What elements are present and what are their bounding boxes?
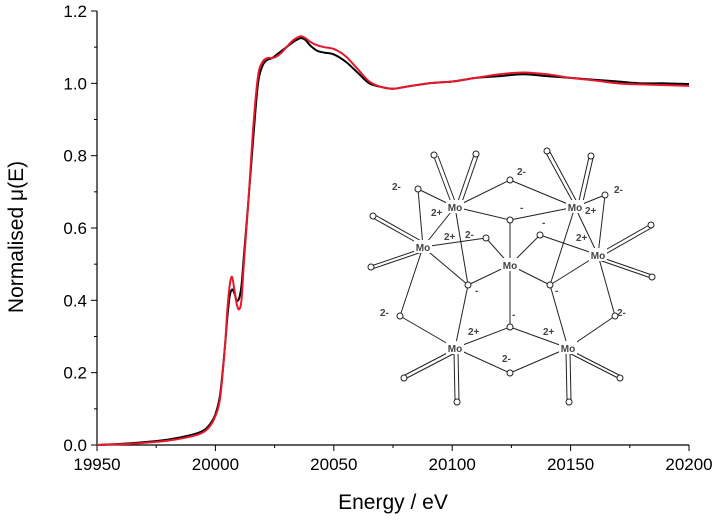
oxygen-atom: [506, 323, 514, 331]
charge-label: 2+: [468, 327, 480, 338]
mo-atom-label: Mo: [416, 243, 430, 254]
y-tick-label: 0.4: [63, 291, 87, 310]
charge-label: 2+: [431, 208, 443, 219]
oxygen-atom: [472, 150, 480, 158]
mo-atom-label: Mo: [503, 261, 517, 272]
x-tick-label: 20050: [310, 455, 357, 474]
charge-label: 2-: [614, 185, 623, 196]
series-line-1: [96, 37, 690, 446]
molecule-atoms: Mo Mo Mo Mo Mo Mo Mo 2- 2+ 2+ 2+ 2+ 2- 2- 2- 2- 2+ 2+ 2- 2-…: [367, 147, 656, 406]
mo-atom-bg: [414, 240, 432, 253]
x-tick-label: 20000: [192, 455, 239, 474]
mo-atom-label: Mo: [591, 251, 605, 262]
charge-label: 2+: [585, 206, 597, 217]
oxygen-atom: [536, 231, 544, 239]
oxygen-atom: [647, 221, 655, 229]
oxygen-atom: [482, 234, 490, 242]
oxygen-atom: [400, 374, 408, 382]
charge-label: -: [512, 310, 515, 321]
oxygen-atom: [546, 281, 554, 289]
oxygen-atom: [367, 263, 375, 271]
oxygen-atom: [648, 273, 656, 281]
charge-label: 2-: [617, 308, 626, 319]
x-tick-label: 20100: [429, 455, 476, 474]
oxygen-atom: [543, 147, 551, 155]
oxygen-atom: [506, 176, 514, 184]
y-tick-label: 0.0: [63, 436, 87, 455]
charge-label: 2-: [517, 167, 526, 178]
oxygen-atom: [611, 312, 619, 320]
oxygen-atom: [396, 312, 404, 320]
charge-label: 2+: [444, 232, 456, 243]
series-line-2: [96, 35, 690, 446]
mo-atom-bg: [446, 341, 464, 354]
mo-atom-label: Mo: [561, 344, 575, 355]
mo-atom-bg: [501, 258, 519, 271]
y-tick-label: 0.6: [63, 219, 87, 238]
charge-label: 2-: [502, 354, 511, 365]
series-layer: [96, 35, 690, 446]
x-tick-label: 20150: [547, 455, 594, 474]
charge-label: -: [555, 286, 558, 297]
charge-label: 2-: [380, 308, 389, 319]
charge-label: 2+: [543, 327, 555, 338]
y-tick-label: 0.8: [63, 147, 87, 166]
oxygen-atom: [506, 369, 514, 377]
oxygen-atom: [601, 191, 609, 199]
mo-atom-label: Mo: [448, 203, 462, 214]
charge-label: 2-: [392, 182, 401, 193]
oxygen-atom: [565, 398, 573, 406]
charge-label: -: [520, 203, 523, 214]
oxygen-atom: [430, 151, 438, 159]
mo-atom-bg: [446, 200, 464, 213]
x-tick-label: 20200: [665, 455, 712, 474]
mo-atom-label: Mo: [448, 344, 462, 355]
mo-atom-bg: [566, 200, 584, 213]
mo-atom-bg: [559, 341, 577, 354]
x-axis-title: Energy / eV: [338, 491, 448, 514]
oxygen-atom: [464, 281, 472, 289]
axes: 19950 20000 20050 20100 20150 20200 0.0 0.2 0.4 0…: [63, 2, 712, 474]
y-tick-label: 0.2: [63, 364, 87, 383]
oxygen-atom: [587, 152, 595, 160]
x-tick-label: 19950: [73, 455, 120, 474]
mo-atom-label: Mo: [568, 203, 582, 214]
oxygen-atom: [414, 185, 422, 193]
y-tick-label: 1.0: [63, 74, 87, 93]
molecule-inset: [370, 151, 654, 401]
charge-label: -: [475, 286, 478, 297]
oxygen-atom: [616, 374, 624, 382]
charge-label: 2+: [576, 233, 588, 244]
charge-label: 2-: [465, 230, 474, 241]
charge-label: -: [542, 218, 545, 229]
mo-atom-bg: [589, 248, 607, 261]
y-axis-title: Normalised μ(E): [5, 161, 28, 313]
oxygen-atom: [506, 216, 514, 224]
y-tick-label: 1.2: [63, 2, 87, 21]
oxygen-atom: [369, 212, 377, 220]
oxygen-atom: [453, 398, 461, 406]
